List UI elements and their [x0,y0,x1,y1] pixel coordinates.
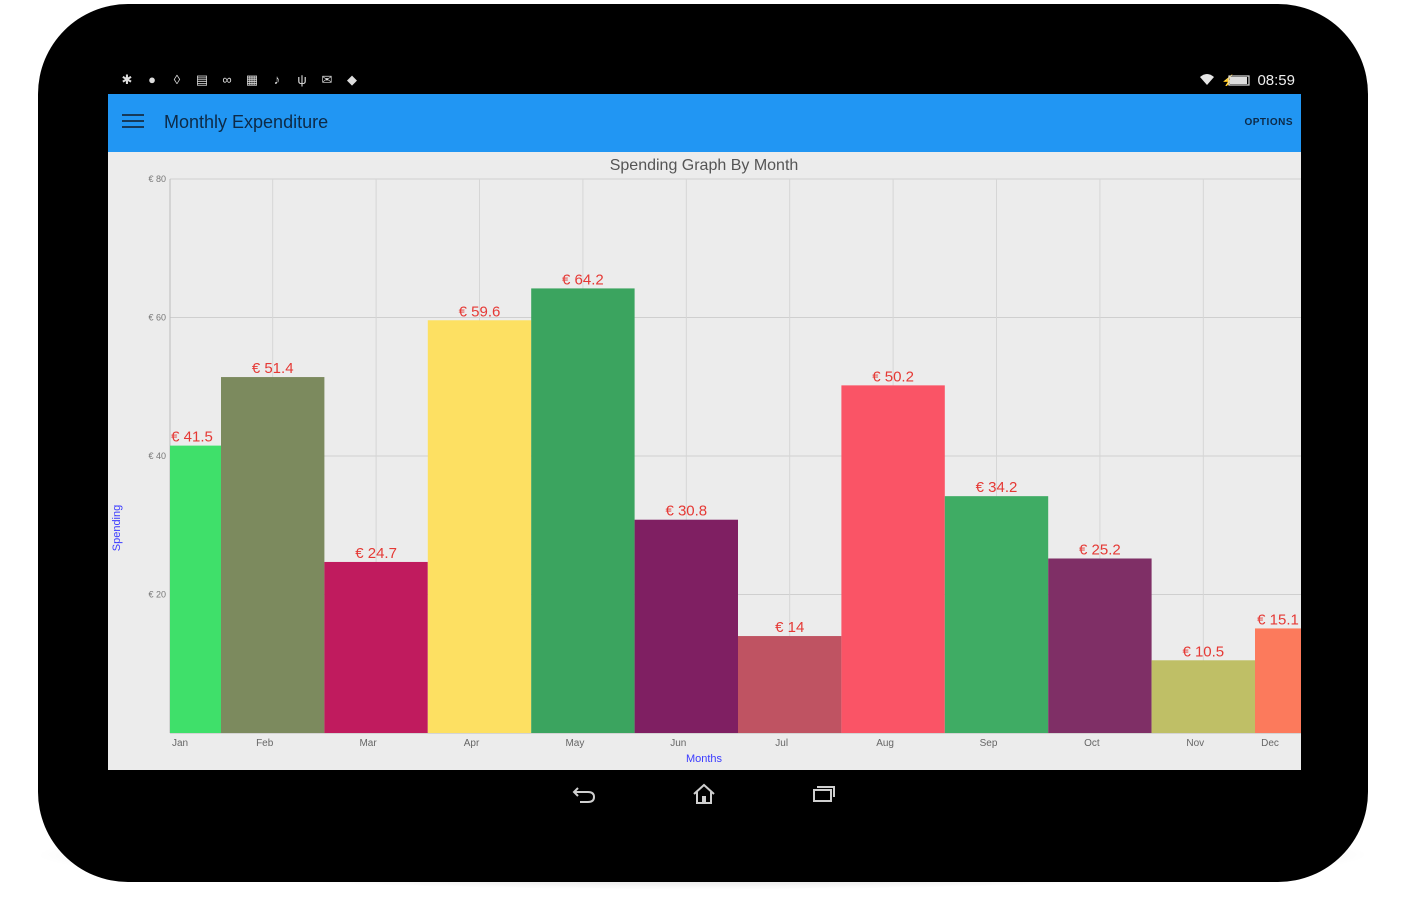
y-tick-label: € 20 [148,590,166,600]
value-label: € 51.4 [252,360,294,377]
link-icon: ∞ [222,72,232,87]
value-label: € 14 [775,619,804,636]
value-label: € 10.5 [1182,643,1224,660]
x-tick-labels: Jan Feb Mar Apr May Jun Jul Aug Sep Oct Nov Dec [172,738,1279,749]
gallery-icon: ▦ [245,72,259,87]
bar-may [531,288,635,733]
navigation-bar [0,770,1405,830]
x-tick-label: Jul [775,738,788,749]
x-tick-label: Oct [1084,738,1100,749]
value-label: € 25.2 [1079,541,1121,558]
y-tick-label: € 40 [148,451,166,461]
spending-bar-chart: Spending Graph By Month Spending Months … [111,157,1301,765]
bar-jan [170,445,221,733]
notification-icons: ✱ ● ◊ ▤ ∞ ▦ ♪ ψ ✉ ◆ [120,73,359,87]
menu-icon[interactable] [122,114,144,132]
value-label: € 24.7 [355,545,397,562]
back-icon[interactable] [570,782,600,806]
value-label: € 64.2 [562,271,604,288]
value-label: € 59.6 [459,303,501,320]
x-tick-label: Sep [980,738,998,749]
x-tick-label: Dec [1261,738,1279,749]
value-label: € 41.5 [171,429,213,446]
x-tick-label: Feb [256,738,274,749]
bar-dec [1255,628,1301,733]
value-label: € 30.8 [665,503,707,520]
bar-mar [324,561,428,733]
value-label: € 15.1 [1257,611,1299,628]
android-icon: ◆ [347,72,357,87]
status-time: 08:59 [1257,72,1295,89]
message-icon: ● [148,72,156,87]
value-label: € 50.2 [872,368,914,385]
bar-value-labels: € 41.5 € 51.4 € 24.7 € 59.6 € 64.2 € 30.8 € 14… [171,271,1299,660]
status-right: ⚡ 08:59 [1199,72,1295,89]
bar-sep [944,496,1049,733]
bar-aug [841,385,945,733]
music-icon: ♪ [273,72,281,87]
battery-icon: ⚡ [1221,73,1251,89]
y-tick-label: € 80 [148,174,166,184]
y-tick-label: € 60 [148,313,166,323]
recents-icon[interactable] [808,782,838,806]
app-title: Monthly Expenditure [164,112,329,132]
bar-oct [1048,558,1152,733]
notes-icon: ▤ [195,72,209,87]
value-label: € 34.2 [976,479,1018,496]
bar-jun [634,519,738,733]
location-icon: ◊ [173,72,181,87]
device-screen: ✱ ● ◊ ▤ ∞ ▦ ♪ ψ ✉ ◆ ⚡ 08:59 Monthly Expe… [108,68,1301,770]
options-button[interactable]: OPTIONS [1244,117,1293,128]
x-tick-label: May [565,738,584,749]
app-bar: Monthly Expenditure OPTIONS [108,94,1301,152]
usb-icon: ψ [297,72,307,87]
bluetooth-icon: ✱ [121,72,133,87]
status-bar: ✱ ● ◊ ▤ ∞ ▦ ♪ ψ ✉ ◆ ⚡ 08:59 [108,68,1301,94]
wifi-icon [1199,72,1215,89]
bar-nov [1151,660,1255,733]
x-tick-label: Mar [359,738,377,749]
x-tick-label: Jun [670,738,686,749]
chart-bars [170,288,1301,733]
bar-jul [738,636,842,733]
y-tick-labels: € 20 € 40 € 60 € 80 [148,174,166,600]
x-tick-label: Apr [464,738,480,749]
home-icon[interactable] [689,782,719,806]
x-tick-label: Nov [1186,738,1204,749]
bar-apr [427,320,532,733]
x-tick-label: Jan [172,738,188,749]
bar-feb [221,377,325,733]
x-tick-label: Aug [876,738,894,749]
chart-title: Spending Graph By Month [610,157,799,174]
x-axis-title: Months [686,753,723,765]
mail-icon: ✉ [321,72,333,87]
y-axis-title: Spending [111,505,123,552]
